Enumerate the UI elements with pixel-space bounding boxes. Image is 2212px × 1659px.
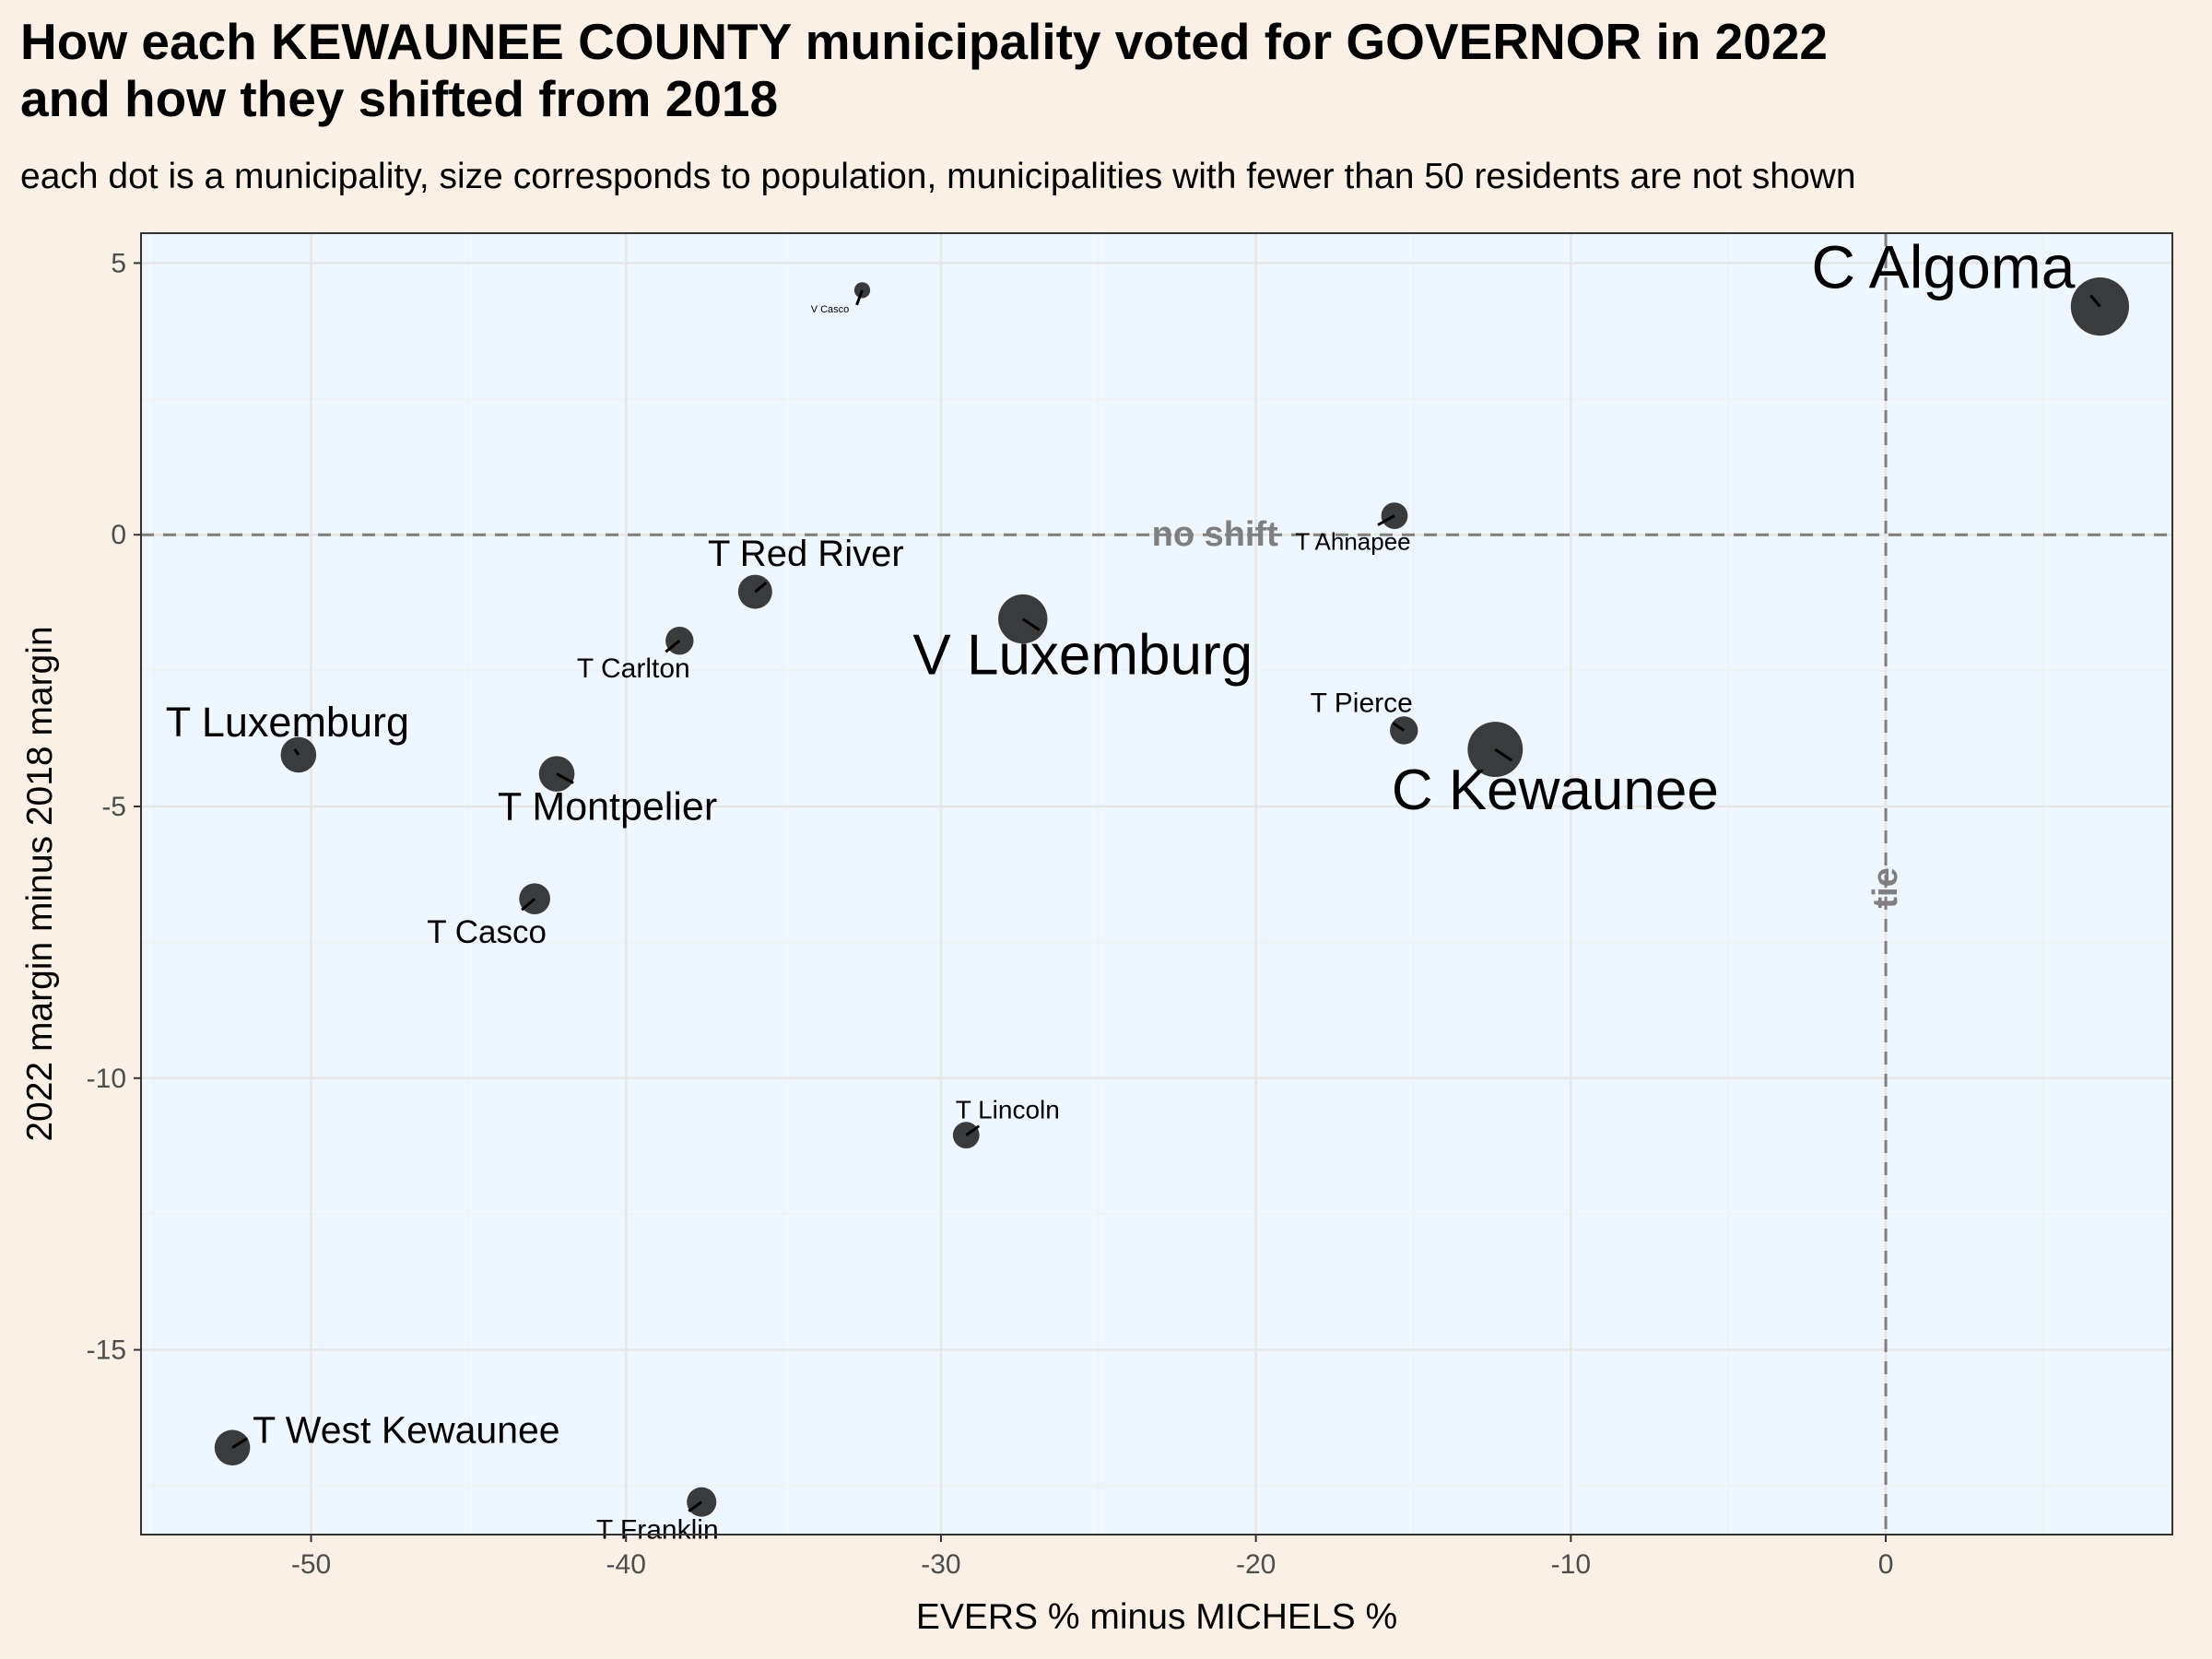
chart-title: How each KEWAUNEE COUNTY municipality vo… bbox=[20, 13, 2205, 127]
label-leader-line bbox=[754, 581, 768, 594]
y-tick-label: -10 bbox=[87, 1064, 126, 1094]
chart-subtitle: each dot is a municipality, size corresp… bbox=[20, 157, 1856, 196]
label-leader-line bbox=[965, 1124, 981, 1136]
x-tick-label: 0 bbox=[1878, 1549, 1894, 1580]
point-label: T Luxemburg bbox=[166, 699, 409, 746]
x-tick-label: -20 bbox=[1236, 1549, 1276, 1580]
label-leader-line bbox=[688, 1500, 703, 1512]
y-tick-label: 0 bbox=[111, 520, 126, 550]
point-label: V Casco bbox=[811, 304, 850, 315]
label-leader-line bbox=[665, 639, 681, 653]
data-point bbox=[737, 574, 772, 609]
point-label: T Montpelier bbox=[498, 785, 717, 830]
y-tick-label: 5 bbox=[111, 248, 126, 278]
point-label: T Lincoln bbox=[956, 1096, 1060, 1124]
point-label: T Carlton bbox=[577, 653, 690, 684]
point-label: T Red River bbox=[708, 534, 904, 574]
label-leader-line bbox=[1392, 722, 1406, 732]
label-leader-line bbox=[521, 898, 536, 912]
label-leader-line bbox=[293, 748, 300, 756]
tie-label: tie bbox=[1866, 867, 1905, 908]
x-tick-label: -10 bbox=[1551, 1549, 1591, 1580]
point-label: T Franklin bbox=[596, 1515, 719, 1546]
x-axis-title: EVERS % minus MICHELS % bbox=[916, 1597, 1397, 1637]
label-leader-line bbox=[855, 289, 864, 306]
point-label: T Pierce bbox=[1311, 688, 1413, 718]
y-tick-label: -15 bbox=[87, 1335, 126, 1366]
x-tick-label: -50 bbox=[291, 1549, 331, 1580]
point-label: T Ahnapee bbox=[1295, 528, 1410, 556]
point-label: V Luxemburg bbox=[912, 624, 1253, 688]
x-tick-label: -30 bbox=[921, 1549, 960, 1580]
chart-title-line-2: and how they shifted from 2018 bbox=[20, 70, 779, 127]
x-tick-label: -40 bbox=[606, 1549, 646, 1580]
y-axis-title: 2022 margin minus 2018 margin bbox=[20, 626, 60, 1141]
label-leader-line bbox=[1021, 618, 1041, 631]
y-tick-label: -5 bbox=[101, 792, 126, 822]
label-leader-line bbox=[231, 1437, 248, 1449]
point-label: C Kewaunee bbox=[1392, 759, 1719, 822]
label-leader-line bbox=[2089, 294, 2101, 308]
point-label: T West Kewaunee bbox=[253, 1409, 560, 1452]
point-label: T Casco bbox=[427, 914, 547, 950]
chart-title-line-1: How each KEWAUNEE COUNTY municipality vo… bbox=[20, 13, 1829, 70]
point-label: C Algoma bbox=[1811, 233, 2075, 301]
label-leader-line bbox=[1494, 747, 1513, 762]
label-leader-line bbox=[1377, 514, 1395, 526]
plot-border bbox=[140, 232, 2173, 1535]
no-shift-label: no shift bbox=[1152, 515, 1279, 554]
label-leader-line bbox=[556, 772, 574, 784]
plot-panel bbox=[141, 233, 2172, 1535]
data-point bbox=[853, 282, 871, 299]
